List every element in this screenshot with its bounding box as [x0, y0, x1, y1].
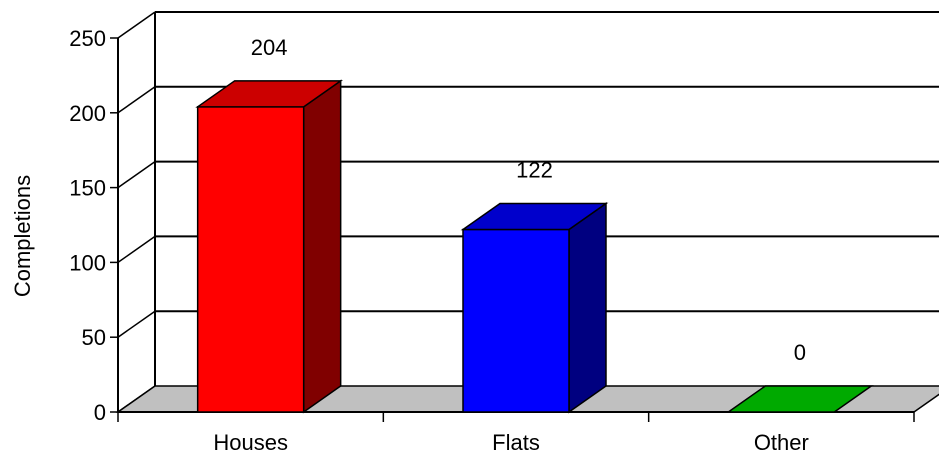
- labels: 0 50 100 150 200 250 Houses Flats Other 204 122 0: [69, 26, 809, 455]
- bar-front: [196, 106, 305, 413]
- bars: [195, 79, 874, 414]
- y-tick-label: 0: [94, 400, 106, 425]
- bar-top: [460, 202, 609, 231]
- grid-connector: [117, 160, 156, 189]
- bar: [195, 79, 344, 414]
- x-tick-label: Houses: [213, 430, 288, 455]
- bar: [460, 202, 609, 414]
- grid-connector: [117, 235, 156, 264]
- y-tick-label: 50: [82, 325, 106, 350]
- x-tick-label: Flats: [492, 430, 540, 455]
- data-label: 122: [516, 157, 553, 182]
- x-tick-label: Other: [754, 430, 809, 455]
- bar-top: [195, 80, 344, 108]
- data-label: 0: [794, 340, 806, 365]
- bar-side: [568, 202, 607, 414]
- data-label: 204: [251, 35, 288, 60]
- y-tick-label: 200: [69, 101, 106, 126]
- bar-side: [302, 79, 342, 414]
- grid-connector: [117, 11, 156, 39]
- y-axis-label: Completions: [10, 175, 35, 297]
- bar-top: [725, 385, 874, 413]
- grid-connector: [117, 310, 156, 338]
- y-tick-label: 150: [69, 176, 106, 201]
- grid-connector: [117, 86, 156, 114]
- y-tick-label: 100: [69, 250, 106, 275]
- y-tick-label: 250: [69, 26, 106, 51]
- bar-front: [462, 228, 570, 413]
- bar: [725, 385, 874, 413]
